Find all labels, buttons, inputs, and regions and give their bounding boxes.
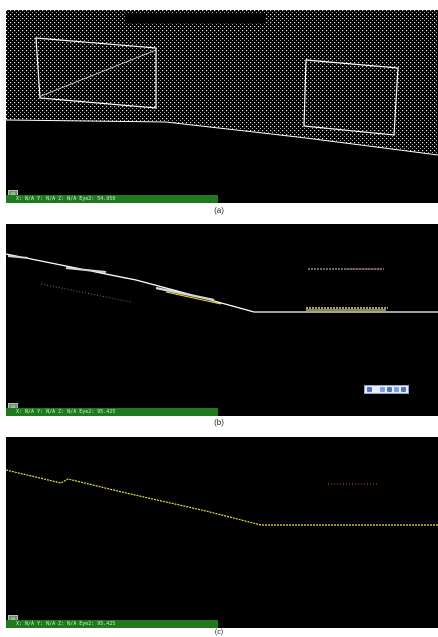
lower-scatter	[40, 283, 132, 303]
fit-icon[interactable]	[401, 387, 406, 392]
caption-c: (c)	[214, 629, 224, 636]
status-bar-c: X: N/A Y: N/A Z: N/A Eye2: 95.425	[6, 620, 218, 628]
window-frame-right	[303, 59, 399, 136]
slope-clutter-1	[7, 255, 29, 259]
status-bar-a: X: N/A Y: N/A Z: N/A Eye2: 54.950	[6, 195, 218, 203]
point-cloud-c	[6, 469, 438, 526]
floor-edge	[6, 119, 438, 156]
viewport-a[interactable]: 3D X: N/A Y: N/A Z: N/A Eye2: 54.950	[6, 10, 438, 203]
caption-a: (a)	[214, 206, 224, 215]
window-diagonal	[40, 49, 157, 97]
extracted-profile	[6, 469, 438, 526]
ceiling-band	[126, 14, 266, 23]
wall-points	[6, 10, 438, 155]
viewport-b[interactable]: 3D X: N/A Y: N/A Z: N/A Eye2: 95.425	[6, 224, 438, 416]
status-bar-b: X: N/A Y: N/A Z: N/A Eye2: 95.425	[6, 408, 218, 416]
caption-b: (b)	[214, 418, 224, 427]
ground-profile	[6, 253, 438, 313]
home-icon[interactable]	[367, 387, 372, 392]
zoom-icon[interactable]	[394, 387, 399, 392]
window-frame-left	[35, 37, 157, 109]
view-toolbar	[364, 385, 409, 394]
viewport-c[interactable]: 3D X: N/A Y: N/A Z: N/A Eye2: 95.425	[6, 437, 438, 628]
slope-clutter-3	[155, 286, 215, 302]
rotate-icon[interactable]	[387, 387, 392, 392]
point-cloud-a	[6, 10, 438, 156]
point-cloud-b	[6, 253, 438, 313]
slope-yellow	[165, 291, 222, 305]
slope-clutter-2	[65, 267, 107, 273]
move-icon[interactable]	[380, 387, 385, 392]
